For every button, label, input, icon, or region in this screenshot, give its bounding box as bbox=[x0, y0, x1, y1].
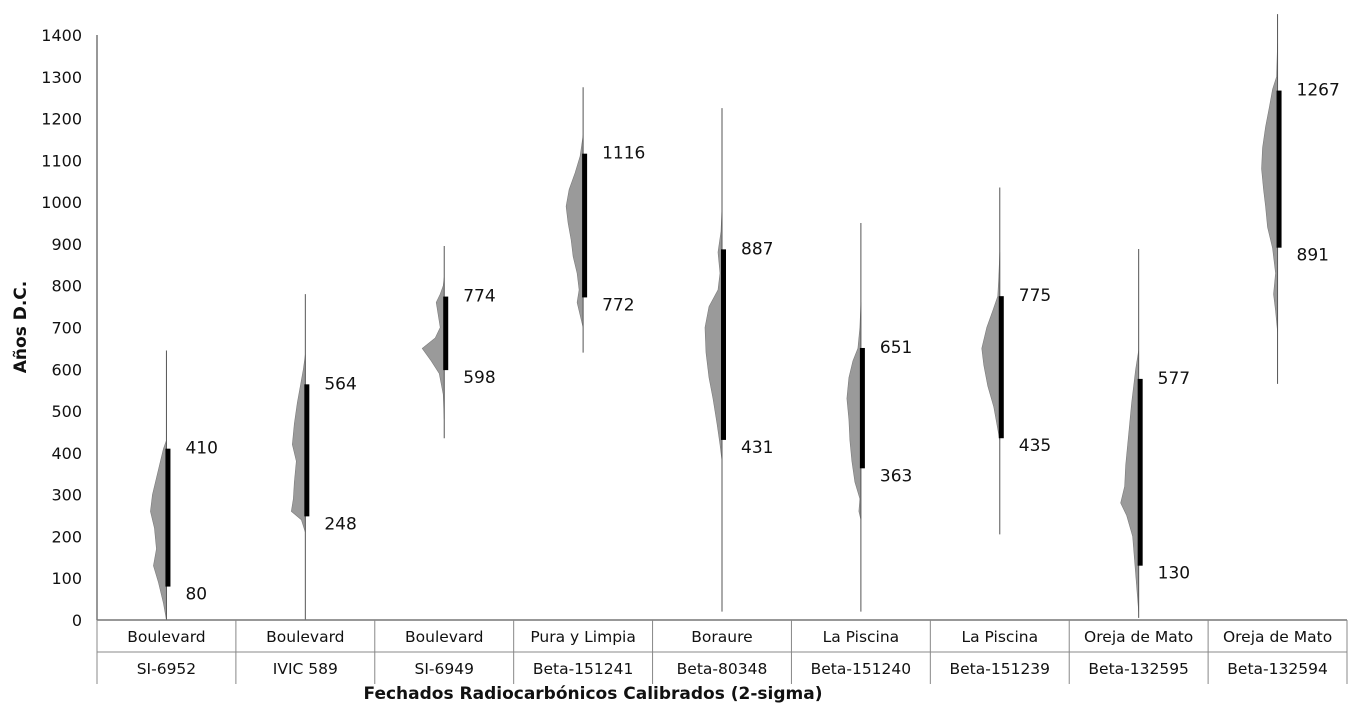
y-tick-label: 600 bbox=[51, 360, 82, 379]
calibration-range: 1267 891 bbox=[1261, 14, 1340, 384]
y-tick-label: 1300 bbox=[41, 68, 82, 87]
category-sample-label: Beta-151239 bbox=[950, 660, 1051, 678]
category-site-label: La Piscina bbox=[961, 628, 1038, 646]
x-axis-title: Fechados Radiocarbónicos Calibrados (2-s… bbox=[364, 684, 823, 704]
low-value-label: 431 bbox=[741, 438, 773, 458]
category-site-label: Boraure bbox=[691, 628, 752, 646]
category-sample-label: Beta-80348 bbox=[677, 660, 768, 678]
high-value-label: 1116 bbox=[602, 144, 645, 164]
sigma-range-bar bbox=[721, 249, 726, 440]
high-value-label: 410 bbox=[185, 439, 217, 459]
calibration-range: 887 431 bbox=[704, 108, 773, 612]
y-tick-label: 1000 bbox=[41, 193, 82, 212]
category-sample-label: SI-6949 bbox=[414, 660, 473, 678]
category-site-label: La Piscina bbox=[823, 628, 900, 646]
sigma-range-bar bbox=[1137, 378, 1143, 566]
probability-distribution bbox=[1261, 43, 1278, 332]
high-value-label: 651 bbox=[880, 338, 912, 358]
sigma-range-bar bbox=[304, 384, 310, 517]
low-value-label: 891 bbox=[1297, 246, 1329, 266]
calibration-range: 577 130 bbox=[1120, 248, 1190, 618]
high-value-label: 1267 bbox=[1297, 81, 1340, 101]
sigma-range-bar bbox=[859, 347, 865, 469]
category-sample-label: IVIC 589 bbox=[273, 660, 338, 678]
category-sample-label: Beta-151240 bbox=[811, 660, 912, 678]
y-tick-label: 0 bbox=[72, 611, 82, 630]
category-sample-label: Beta-132594 bbox=[1227, 660, 1328, 678]
y-tick-label: 1100 bbox=[41, 151, 82, 170]
category-sample-label: Beta-132595 bbox=[1088, 660, 1189, 678]
low-value-label: 435 bbox=[1019, 436, 1051, 456]
sigma-range-bar bbox=[165, 448, 171, 587]
y-tick-label: 1200 bbox=[41, 110, 82, 129]
low-value-label: 130 bbox=[1158, 564, 1190, 584]
calibration-ranges: 410 80 564 248 774 598 1116 772 887 431 651 363 775 4… bbox=[150, 14, 1340, 621]
probability-distribution bbox=[1120, 350, 1139, 612]
low-value-label: 248 bbox=[324, 514, 356, 534]
low-value-label: 80 bbox=[185, 585, 207, 605]
low-value-label: 772 bbox=[602, 295, 634, 315]
y-tick-label: 500 bbox=[51, 402, 82, 421]
sigma-range-bar bbox=[582, 153, 588, 298]
category-site-label: Boulevard bbox=[127, 628, 205, 646]
high-value-label: 564 bbox=[324, 374, 356, 394]
probability-distribution bbox=[291, 354, 306, 533]
x-category-labels: Boulevard SI-6952 Boulevard IVIC 589 Bouleva… bbox=[96, 620, 1348, 684]
y-tick-labels: 0 100 200 300 400 500 600 700 800 900 1000 1100 1200… bbox=[41, 26, 82, 630]
probability-distribution bbox=[846, 302, 862, 520]
probability-distribution bbox=[704, 206, 723, 462]
calibration-range: 651 363 bbox=[846, 223, 912, 612]
high-value-label: 887 bbox=[741, 239, 773, 259]
category-site-label: Pura y Limpia bbox=[530, 628, 635, 646]
calibration-range: 410 80 bbox=[150, 350, 218, 621]
probability-distribution bbox=[981, 252, 1001, 441]
calibration-range: 775 435 bbox=[981, 187, 1051, 535]
y-tick-label: 200 bbox=[51, 527, 82, 546]
probability-distribution bbox=[150, 440, 167, 621]
y-tick-label: 700 bbox=[51, 319, 82, 338]
y-tick-label: 400 bbox=[51, 444, 82, 463]
low-value-label: 363 bbox=[880, 466, 912, 486]
high-value-label: 577 bbox=[1158, 369, 1190, 389]
y-tick-label: 1400 bbox=[41, 26, 82, 45]
category-sample-label: SI-6952 bbox=[137, 660, 196, 678]
y-axis: 0 100 200 300 400 500 600 700 800 900 1000 1100 1200… bbox=[41, 26, 98, 630]
category-site-label: Boulevard bbox=[405, 628, 483, 646]
category-sample-label: Beta-151241 bbox=[533, 660, 634, 678]
category-site-label: Oreja de Mato bbox=[1223, 628, 1332, 646]
calibration-range: 1116 772 bbox=[565, 87, 645, 353]
y-tick-label: 800 bbox=[51, 277, 82, 296]
sigma-range-bar bbox=[1276, 90, 1282, 248]
x-axis: Boulevard SI-6952 Boulevard IVIC 589 Bouleva… bbox=[96, 619, 1348, 684]
probability-distribution bbox=[421, 277, 445, 420]
calibration-range: 564 248 bbox=[291, 294, 357, 620]
sigma-range-bar bbox=[443, 296, 449, 371]
high-value-label: 775 bbox=[1019, 286, 1051, 306]
sigma-range-bar bbox=[998, 296, 1004, 439]
probability-distribution bbox=[565, 135, 584, 328]
category-site-label: Boulevard bbox=[266, 628, 344, 646]
calibration-range: 774 598 bbox=[421, 246, 496, 439]
y-tick-label: 900 bbox=[51, 235, 82, 254]
category-site-label: Oreja de Mato bbox=[1084, 628, 1193, 646]
low-value-label: 598 bbox=[463, 368, 495, 388]
high-value-label: 774 bbox=[463, 287, 495, 307]
y-tick-label: 100 bbox=[51, 569, 82, 588]
y-axis-title: Años D.C. bbox=[11, 281, 31, 373]
y-tick-label: 300 bbox=[51, 486, 82, 505]
